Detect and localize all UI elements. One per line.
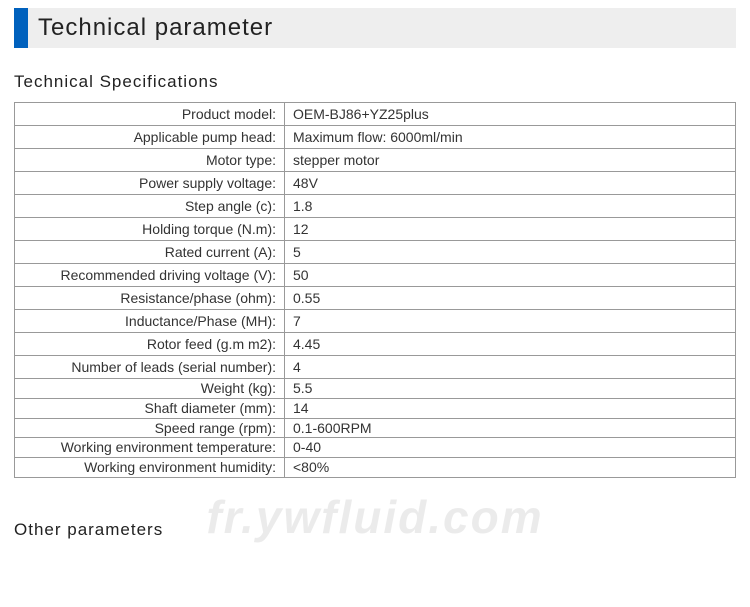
spec-label: Weight (kg):: [15, 379, 285, 399]
table-row: Working environment humidity:<80%: [15, 458, 736, 478]
spec-value: 4: [285, 356, 736, 379]
specifications-heading: Technical Specifications: [14, 72, 736, 92]
spec-label: Number of leads (serial number):: [15, 356, 285, 379]
table-row: Resistance/phase (ohm):0.55: [15, 287, 736, 310]
table-row: Motor type:stepper motor: [15, 149, 736, 172]
spec-value: 0.1-600RPM: [285, 418, 736, 438]
table-row: Applicable pump head:Maximum flow: 6000m…: [15, 126, 736, 149]
table-row: Speed range (rpm):0.1-600RPM: [15, 418, 736, 438]
spec-value: Maximum flow: 6000ml/min: [285, 126, 736, 149]
spec-label: Rated current (A):: [15, 241, 285, 264]
spec-label: Working environment temperature:: [15, 438, 285, 458]
spec-label: Inductance/Phase (MH):: [15, 310, 285, 333]
spec-label: Shaft diameter (mm):: [15, 398, 285, 418]
accent-bar: [14, 8, 28, 48]
table-row: Power supply voltage:48V: [15, 172, 736, 195]
table-row: Weight (kg):5.5: [15, 379, 736, 399]
spec-label: Speed range (rpm):: [15, 418, 285, 438]
page-title: Technical parameter: [38, 14, 273, 42]
spec-label: Applicable pump head:: [15, 126, 285, 149]
spec-value: 1.8: [285, 195, 736, 218]
spec-value: 14: [285, 398, 736, 418]
spec-value: <80%: [285, 458, 736, 478]
spec-label: Holding torque (N.m):: [15, 218, 285, 241]
spec-label: Working environment humidity:: [15, 458, 285, 478]
spec-value: 4.45: [285, 333, 736, 356]
spec-value: 50: [285, 264, 736, 287]
spec-label: Resistance/phase (ohm):: [15, 287, 285, 310]
spec-label: Step angle (c):: [15, 195, 285, 218]
table-row: Inductance/Phase (MH):7: [15, 310, 736, 333]
spec-value: 0-40: [285, 438, 736, 458]
spec-label: Motor type:: [15, 149, 285, 172]
spec-value: 12: [285, 218, 736, 241]
table-row: Rotor feed (g.m m2):4.45: [15, 333, 736, 356]
spec-value: 48V: [285, 172, 736, 195]
spec-value: stepper motor: [285, 149, 736, 172]
spec-value: 7: [285, 310, 736, 333]
specifications-table: Product model:OEM-BJ86+YZ25plusApplicabl…: [14, 102, 736, 478]
table-row: Step angle (c):1.8: [15, 195, 736, 218]
spec-value: OEM-BJ86+YZ25plus: [285, 103, 736, 126]
spec-label: Recommended driving voltage (V):: [15, 264, 285, 287]
spec-value: 5.5: [285, 379, 736, 399]
table-row: Holding torque (N.m):12: [15, 218, 736, 241]
spec-label: Rotor feed (g.m m2):: [15, 333, 285, 356]
spec-label: Power supply voltage:: [15, 172, 285, 195]
table-row: Shaft diameter (mm):14: [15, 398, 736, 418]
other-parameters-heading: Other parameters: [14, 520, 736, 540]
table-row: Working environment temperature:0-40: [15, 438, 736, 458]
table-row: Product model:OEM-BJ86+YZ25plus: [15, 103, 736, 126]
spec-value: 5: [285, 241, 736, 264]
table-row: Number of leads (serial number):4: [15, 356, 736, 379]
spec-value: 0.55: [285, 287, 736, 310]
page-header: Technical parameter: [14, 8, 736, 48]
spec-label: Product model:: [15, 103, 285, 126]
table-row: Recommended driving voltage (V):50: [15, 264, 736, 287]
table-row: Rated current (A):5: [15, 241, 736, 264]
